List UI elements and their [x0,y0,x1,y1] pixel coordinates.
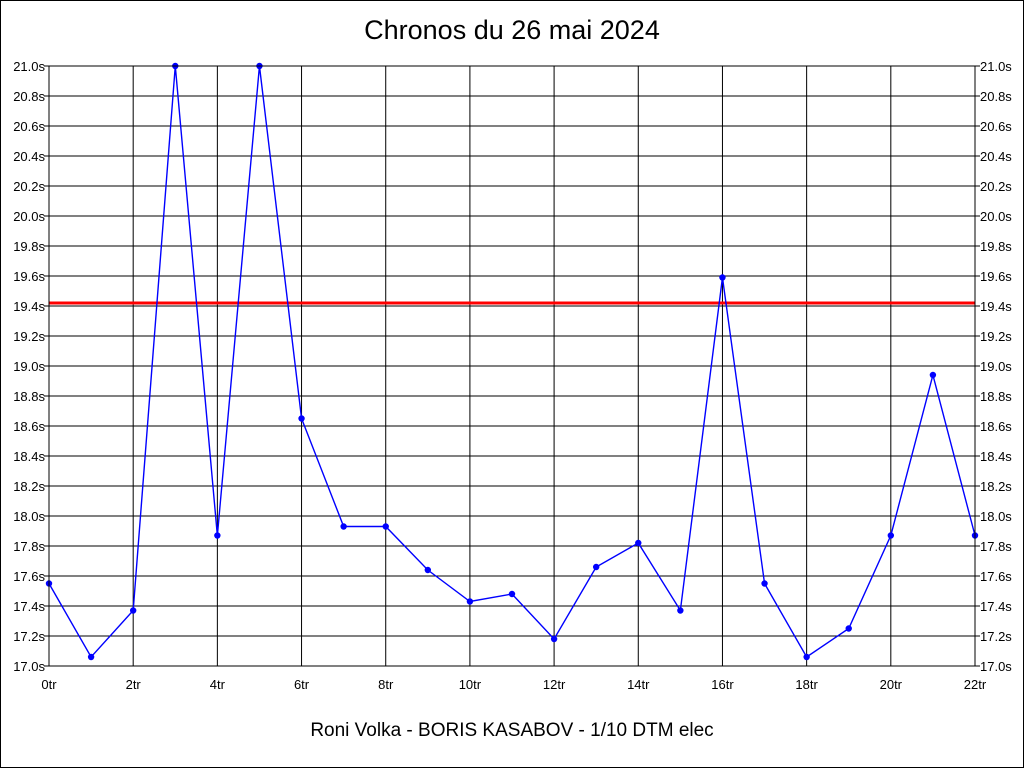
data-point [635,539,642,547]
x-tick-label: 20tr [880,677,903,692]
data-point [929,371,937,379]
data-point [592,563,600,571]
data-point [298,415,305,422]
y-tick-label-left: 19.6s [13,269,45,284]
grid-lines [48,65,976,667]
y-tick-label-left: 20.0s [13,209,45,224]
data-point [340,523,347,530]
x-tick-label: 16tr [711,677,734,692]
x-tick-label: 4tr [210,677,226,692]
y-tick-label-left: 18.4s [13,449,45,464]
y-tick-label-left: 20.6s [13,119,45,134]
y-tick-label-right: 17.2s [980,629,1012,644]
data-point [719,274,726,281]
y-tick-label-right: 17.8s [980,539,1012,554]
data-point [129,607,137,614]
x-tick-label: 2tr [126,677,142,692]
data-point [87,653,95,661]
y-tick-label-right: 18.6s [980,419,1012,434]
y-tick-label-right: 19.6s [980,269,1012,284]
data-point [761,580,768,587]
x-tick-label: 0tr [41,677,57,692]
y-tick-label-left: 19.8s [13,239,45,254]
y-tick-label-right: 20.0s [980,209,1012,224]
y-tick-label-right: 20.2s [980,179,1012,194]
y-tick-label-left: 20.2s [13,179,45,194]
data-point [466,598,474,605]
series-line [48,65,976,659]
x-tick-label: 10tr [459,677,482,692]
y-tick-label-left: 17.6s [13,569,45,584]
y-tick-label-left: 19.0s [13,359,45,374]
y-tick-label-right: 18.0s [980,509,1012,524]
y-tick-label-left: 17.4s [13,599,45,614]
axes-group [44,65,980,667]
data-point [382,523,389,530]
y-tick-label-left: 18.2s [13,479,45,494]
data-point [845,625,852,632]
y-tick-label-right: 18.8s [980,389,1012,404]
plot-area-border [48,65,976,667]
y-tick-label-left: 17.8s [13,539,45,554]
y-tick-label-right: 19.4s [980,299,1012,314]
y-tick-label-right: 17.4s [980,599,1012,614]
data-point [887,532,895,539]
data-point [214,532,221,539]
data-point [550,635,558,643]
data-point [803,653,810,661]
x-tick-label: 14tr [627,677,650,692]
data-point [424,566,432,574]
y-tick-label-left: 18.0s [13,509,45,524]
chart-title: Chronos du 26 mai 2024 [364,15,660,45]
y-tick-label-right: 19.0s [980,359,1012,374]
tick-labels: 17.0s 17.0s 17.2s 17.2s 17.4s 17.4s 17.6s 17.6s… [13,59,1012,692]
y-tick-label-right: 18.2s [980,479,1012,494]
x-tick-label: 22tr [964,677,987,692]
y-tick-label-right: 20.4s [980,149,1012,164]
x-tick-label: 6tr [294,677,310,692]
x-tick-label: 8tr [378,677,394,692]
y-tick-label-left: 19.2s [13,329,45,344]
y-tick-label-left: 18.8s [13,389,45,404]
y-tick-label-left: 17.0s [13,659,45,674]
y-tick-label-right: 18.4s [980,449,1012,464]
y-tick-label-left: 18.6s [13,419,45,434]
y-tick-label-right: 17.0s [980,659,1012,674]
y-tick-label-left: 21.0s [13,59,45,74]
y-tick-label-right: 19.2s [980,329,1012,344]
y-tick-label-left: 19.4s [13,299,45,314]
data-point [677,607,684,614]
y-tick-label-right: 20.8s [980,89,1012,104]
y-tick-label-left: 17.2s [13,629,45,644]
series-group [45,62,979,661]
chart-subtitle: Roni Volka - BORIS KASABOV - 1/10 DTM el… [310,720,714,741]
y-tick-label-left: 20.8s [13,89,45,104]
y-tick-label-right: 17.6s [980,569,1012,584]
y-tick-label-right: 19.8s [980,239,1012,254]
x-tick-label: 18tr [795,677,818,692]
y-tick-label-left: 20.4s [13,149,45,164]
y-tick-label-right: 20.6s [980,119,1012,134]
y-tick-label-right: 21.0s [980,59,1012,74]
data-point [508,590,516,598]
x-tick-label: 12tr [543,677,566,692]
